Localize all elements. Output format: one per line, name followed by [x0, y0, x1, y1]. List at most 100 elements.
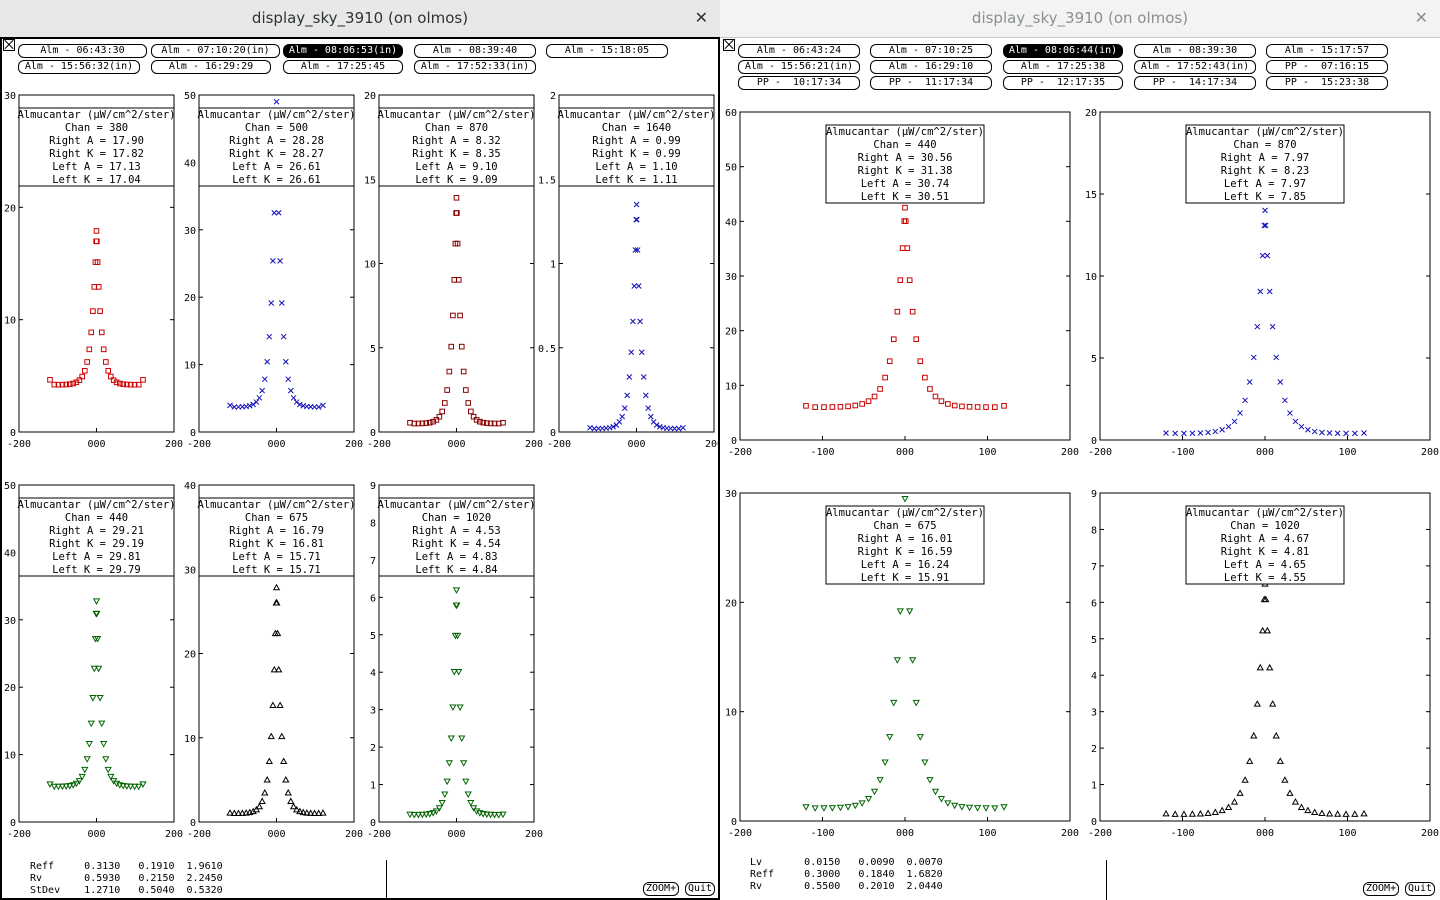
scan-button[interactable]: Alm - 07:10:20(in) [151, 44, 280, 58]
data-point [97, 308, 103, 314]
data-point [1181, 430, 1187, 437]
x-tick-label: 100 [1338, 828, 1356, 839]
data-point [1261, 222, 1268, 229]
window-title: display_sky_3910 (on olmos) [251, 9, 469, 27]
data-point [270, 665, 278, 673]
scan-button[interactable]: Alm - 16:29:10 [870, 60, 992, 74]
legend-frame [825, 505, 985, 585]
close-icon[interactable]: ✕ [1414, 8, 1428, 27]
data-point [432, 808, 441, 815]
data-point [1254, 323, 1261, 330]
y-tick-label: 10 [725, 708, 737, 719]
zoom-button[interactable]: ZOOM+ [1363, 882, 1400, 896]
data-point [76, 377, 83, 383]
data-point [280, 333, 287, 340]
data-point [851, 802, 859, 810]
data-point [896, 608, 904, 615]
data-point [877, 386, 883, 392]
legend-frame [198, 107, 355, 187]
scan-button[interactable]: Alm - 15:18:05 [546, 44, 668, 58]
data-point [81, 766, 89, 774]
data-point [429, 810, 437, 817]
data-point [1276, 757, 1284, 764]
scan-button[interactable]: Alm - 17:25:45 [283, 60, 403, 74]
quit-button[interactable]: Quit [685, 882, 716, 896]
scan-button[interactable]: Alm - 08:06:53(in) [283, 44, 403, 58]
data-point [1253, 700, 1261, 707]
x-tick-label: 200 [1421, 447, 1439, 458]
data-point [500, 419, 506, 426]
dismiss-icon[interactable] [723, 39, 735, 51]
legend-frame [198, 497, 355, 577]
data-point [264, 358, 271, 365]
data-point [675, 425, 682, 432]
y-tick-label: 1 [1091, 781, 1097, 792]
legend-box: Almucantar (µW/cm^2/ster)Chan = 870Right… [377, 107, 536, 187]
scan-button[interactable]: Alm - 15:56:21(in) [738, 60, 860, 74]
legend-line: Left K = 4.84 [415, 564, 497, 576]
x-tick-label: 000 [1256, 447, 1274, 458]
data-point [93, 636, 102, 643]
legend-line: Right A = 29.21 [49, 525, 144, 537]
legend-line: Almucantar (µW/cm^2/ster) [17, 109, 175, 121]
y-tick-label: 6 [1091, 598, 1097, 609]
scan-button[interactable]: Alm - 16:29:29 [151, 60, 271, 74]
data-point [261, 376, 268, 383]
scan-button[interactable]: Alm - 08:06:44(in) [1003, 44, 1123, 58]
data-point [1262, 207, 1268, 214]
scan-button[interactable]: Alm - 08:39:30 [1134, 44, 1256, 58]
scan-button[interactable]: Alm - 07:10:25 [870, 44, 992, 58]
data-point [457, 312, 463, 319]
x-tick-label: 200 [345, 829, 363, 840]
data-point [886, 358, 893, 365]
titlebar[interactable]: display_sky_3910 (on olmos) ✕ [720, 0, 1440, 38]
data-point [926, 777, 934, 784]
scan-button[interactable]: PP - 07:16:15 [1266, 60, 1388, 74]
legend-frame [18, 497, 175, 577]
y-tick-label: 0 [550, 428, 556, 439]
titlebar[interactable]: display_sky_3910 (on olmos) ✕ [0, 0, 720, 38]
legend-line: Right A = 16.01 [858, 533, 953, 545]
dismiss-icon[interactable] [3, 39, 15, 51]
legend-box: Almucantar (µW/cm^2/ster)Chan = 440Right… [17, 497, 176, 577]
legend-line: Left K = 1.11 [595, 174, 677, 186]
scan-button[interactable]: PP - 11:17:34 [870, 76, 992, 90]
data-point [453, 632, 462, 640]
data-point [828, 805, 837, 812]
scan-button[interactable]: PP - 15:23:38 [1266, 76, 1388, 90]
data-point [1361, 430, 1367, 436]
data-point [439, 408, 445, 415]
data-point [79, 373, 85, 380]
data-series [226, 583, 327, 817]
scan-button[interactable]: Alm - 06:43:30 [18, 44, 147, 58]
scan-button[interactable]: PP - 10:17:34 [738, 76, 860, 90]
scan-button[interactable]: Alm - 15:56:32(in) [18, 60, 140, 74]
scan-button[interactable]: Alm - 08:39:40 [414, 44, 536, 58]
plot-panel: 0 10 20 30 40 50 60 -200 -100 000 100 200 Almucantar… [725, 108, 1079, 458]
scan-button[interactable]: Alm - 17:25:38 [1003, 60, 1123, 74]
quit-button[interactable]: Quit [1405, 882, 1436, 896]
scan-button[interactable]: Alm - 06:43:24 [738, 44, 860, 58]
data-point [473, 417, 480, 423]
data-point [1242, 397, 1248, 404]
data-point [1000, 804, 1008, 811]
scan-button[interactable]: PP - 12:17:35 [1003, 76, 1123, 90]
scan-button[interactable]: Alm - 15:17:57 [1266, 44, 1388, 58]
y-tick-label: 10 [4, 316, 16, 327]
data-series [1163, 207, 1367, 437]
data-point [124, 381, 130, 388]
data-point [1311, 428, 1318, 435]
scan-button[interactable]: Alm - 17:52:33(in) [414, 60, 536, 74]
scan-button[interactable]: Alm - 17:52:43(in) [1134, 60, 1256, 74]
y-tick-label: 0 [1091, 817, 1097, 828]
close-icon[interactable]: ✕ [694, 8, 708, 27]
legend-line: Chan = 380 [65, 122, 128, 134]
data-point [310, 809, 319, 816]
zoom-button[interactable]: ZOOM+ [643, 882, 680, 896]
x-tick-label: 000 [447, 829, 465, 840]
data-point [95, 284, 102, 290]
plot-panel: 0 0.5 1 1.5 2 -200 000 200 Almucantar (µW/cm^2/s… [538, 91, 720, 450]
scan-button[interactable]: PP - 14:17:34 [1134, 76, 1256, 90]
data-point [468, 408, 474, 415]
legend-line: Chan = 440 [873, 139, 936, 151]
